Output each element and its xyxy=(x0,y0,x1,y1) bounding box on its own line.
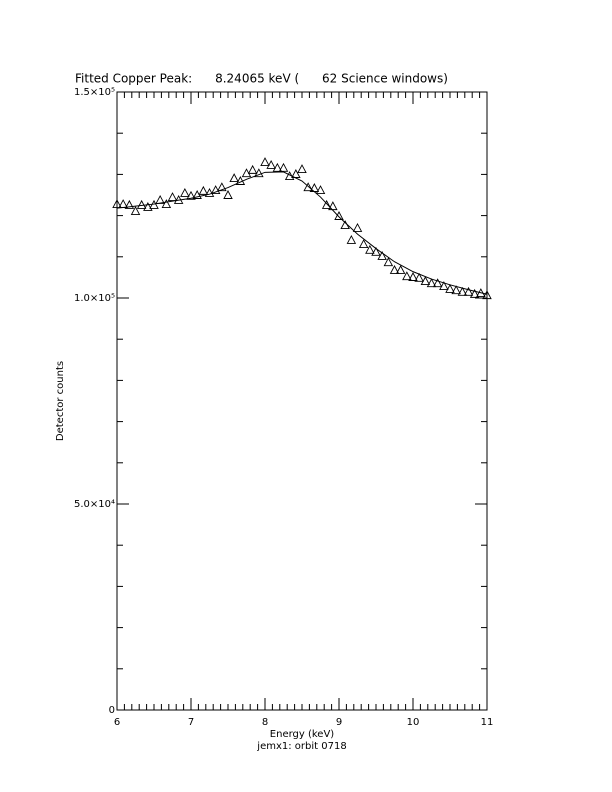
x-tick-label: 9 xyxy=(336,717,342,728)
data-point xyxy=(223,190,233,199)
data-point xyxy=(371,246,381,256)
y-axis-label: Detector counts xyxy=(55,361,66,441)
x-tick-label: 10 xyxy=(407,717,420,728)
y-tick-label: 0 xyxy=(109,705,115,716)
data-point xyxy=(457,286,468,296)
data-point xyxy=(395,265,406,274)
data-point xyxy=(161,199,172,209)
data-point xyxy=(439,281,449,291)
data-point xyxy=(426,278,437,288)
data-point xyxy=(482,290,492,300)
data-point xyxy=(297,164,307,173)
y-tick-label: 5.0×10⁴ xyxy=(74,499,115,510)
data-point xyxy=(143,201,153,211)
data-point xyxy=(136,199,147,209)
data-point xyxy=(278,162,289,172)
data-point xyxy=(334,211,344,220)
data-point xyxy=(315,185,326,195)
data-point xyxy=(186,190,196,200)
data-point xyxy=(266,159,276,169)
data-point xyxy=(383,257,394,267)
x-tick-label: 6 xyxy=(114,717,120,728)
data-point xyxy=(167,192,178,202)
data-point xyxy=(272,162,283,172)
data-point xyxy=(365,244,375,254)
data-point xyxy=(445,283,455,293)
plot-frame xyxy=(116,91,488,711)
data-point xyxy=(377,251,387,260)
subtitle: jemx1: orbit 0718 xyxy=(256,741,346,752)
data-point xyxy=(463,286,474,296)
data-point xyxy=(217,182,227,192)
x-tick-label: 11 xyxy=(481,717,494,728)
data-point xyxy=(124,199,135,209)
x-tick-label: 8 xyxy=(262,717,268,728)
data-point xyxy=(352,223,363,232)
data-point xyxy=(420,276,431,286)
x-tick-label: 7 xyxy=(188,717,194,728)
data-point xyxy=(432,278,443,288)
data-point xyxy=(112,199,122,209)
data-point xyxy=(210,185,221,195)
data-point xyxy=(358,239,369,248)
fit-line xyxy=(116,171,488,295)
data-point xyxy=(402,271,412,281)
data-point xyxy=(389,265,400,274)
data-point xyxy=(408,272,418,281)
chart-title: Fitted Copper Peak: 8.24065 keV ( 62 Sci… xyxy=(75,72,448,86)
data-point xyxy=(451,285,461,295)
data-point xyxy=(321,199,332,209)
data-point xyxy=(130,206,141,216)
data-point xyxy=(229,173,239,183)
data-point xyxy=(247,164,258,174)
data-point xyxy=(469,288,480,298)
data-point xyxy=(198,185,209,195)
data-point xyxy=(204,187,215,197)
data-point xyxy=(260,157,270,166)
x-axis-label: Energy (keV) xyxy=(270,729,335,740)
y-tick-label: 1.5×10⁵ xyxy=(74,87,115,98)
data-point xyxy=(346,234,357,244)
y-tick-label: 1.0×10⁵ xyxy=(74,293,115,304)
data-point xyxy=(180,187,190,197)
data-point xyxy=(303,182,313,192)
data-point xyxy=(254,168,264,178)
data-point xyxy=(414,272,424,282)
